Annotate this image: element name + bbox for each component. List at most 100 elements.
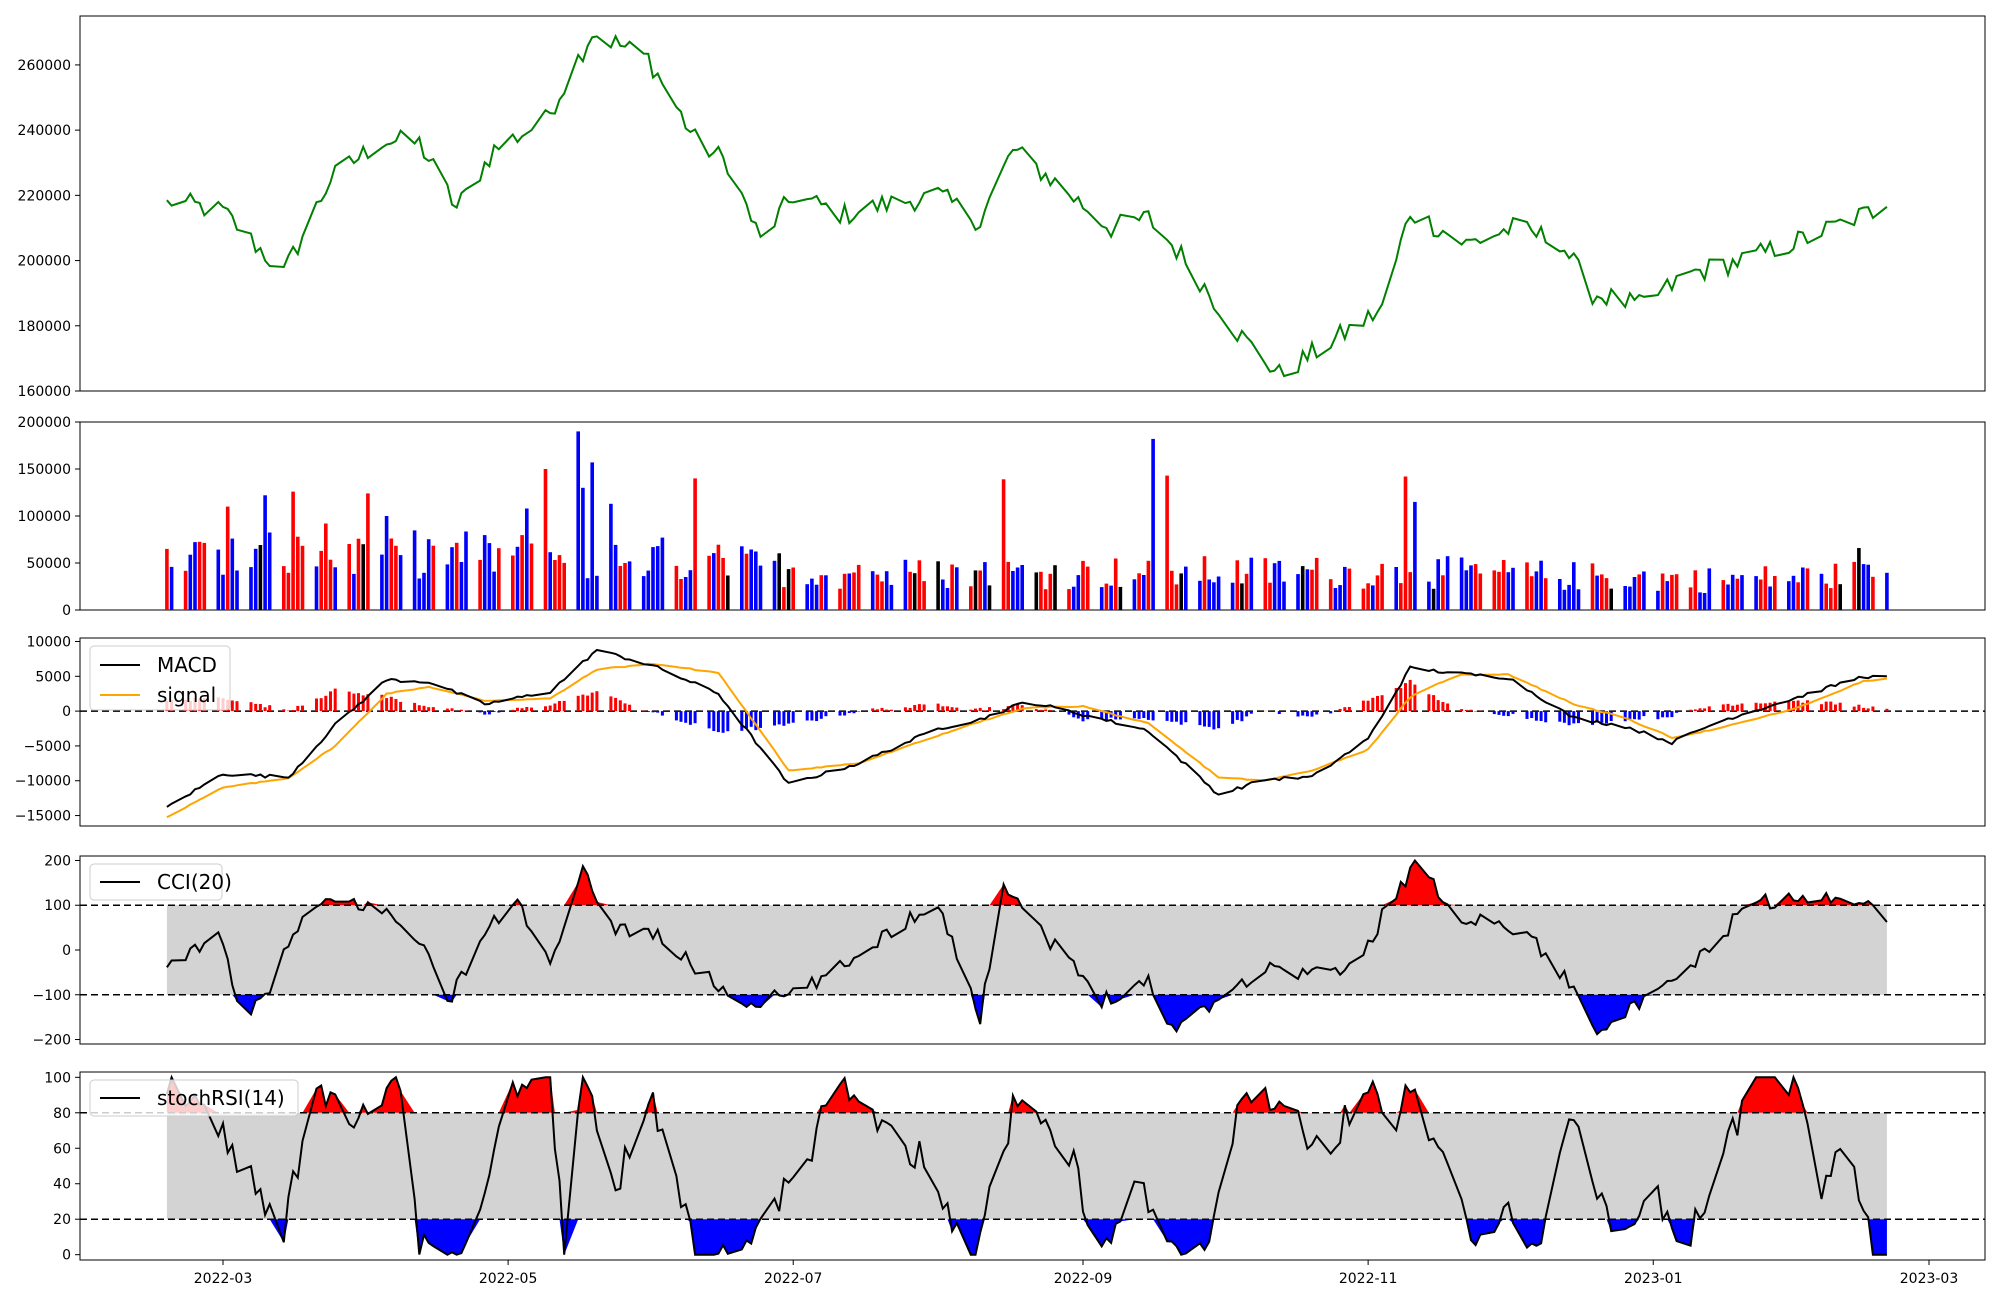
macd-histogram-bar	[1595, 711, 1599, 721]
volume-bar	[1656, 590, 1660, 610]
macd-histogram-bar	[941, 706, 945, 712]
volume-bar	[758, 565, 763, 610]
signal-legend-label: signal	[157, 683, 216, 707]
macd-histogram-bar	[688, 711, 692, 725]
volume-bar	[492, 571, 496, 610]
volume-bar	[814, 584, 819, 610]
volume-bar	[1726, 584, 1730, 610]
volume-bar	[1698, 592, 1702, 610]
macd-histogram-bar	[1460, 709, 1464, 712]
indicator-line	[166, 858, 1888, 1036]
volume-bar	[1137, 573, 1141, 610]
macd-histogram-bar	[417, 705, 421, 712]
volume-bar	[1866, 564, 1870, 610]
macd-histogram-bar	[1726, 703, 1730, 712]
macd-histogram-bar	[427, 707, 431, 712]
volume-bar	[693, 478, 697, 610]
cci-chart: −200 −100 0 100 200	[33, 853, 1985, 1049]
macd-histogram-bar	[1824, 701, 1828, 712]
volume-bar	[973, 570, 978, 610]
volume-bar	[1113, 558, 1118, 610]
volume-bar	[870, 571, 875, 610]
volume-bar	[641, 576, 646, 610]
macd-histogram-bar	[1315, 711, 1319, 715]
macd-histogram-bar	[544, 706, 547, 712]
volume-bar	[1796, 582, 1800, 610]
volume-bar	[193, 542, 197, 610]
macd-histogram-bar	[263, 707, 267, 712]
y-tick-label: 10000	[26, 634, 71, 650]
macd-histogram-bar	[684, 711, 688, 723]
volume-bar	[366, 493, 370, 610]
macd-histogram-bar	[1642, 711, 1646, 717]
volume-bar	[221, 574, 225, 610]
volume-bar	[912, 573, 917, 610]
macd-histogram-bar	[1731, 705, 1735, 712]
macd-histogram-bar	[431, 707, 435, 712]
volume-bar	[1268, 582, 1272, 610]
macd-histogram-bar	[1432, 695, 1436, 712]
macd-histogram-bar	[1885, 708, 1889, 712]
y-tick-label: 160000	[18, 384, 71, 400]
macd-histogram-bar	[1296, 711, 1300, 717]
volume-bar	[1707, 568, 1712, 610]
volume-bar	[1310, 569, 1314, 610]
macd-histogram-bar	[1773, 701, 1777, 712]
volume-bar	[1660, 573, 1665, 610]
volume-bar	[590, 462, 594, 610]
y-tick-label: 100000	[18, 509, 71, 525]
macd-histogram-bar	[1212, 711, 1216, 730]
volume-bar	[1562, 589, 1567, 610]
macd-histogram-bar	[1628, 711, 1632, 720]
macd-histogram-bar	[1506, 711, 1510, 717]
price-panel-frame	[79, 15, 1986, 392]
macd-histogram-bar	[1310, 711, 1314, 717]
volume-bar	[969, 586, 973, 610]
volume-bar	[576, 431, 580, 610]
macd-histogram-bar	[1404, 683, 1407, 712]
volume-bar	[188, 554, 193, 610]
macd-histogram-bar	[712, 711, 716, 731]
volume-bar	[1371, 585, 1375, 610]
macd-histogram-bar	[1371, 697, 1375, 712]
macd-histogram-bar	[1282, 711, 1286, 712]
macd-histogram-bar	[978, 707, 982, 712]
volume-bar	[1375, 575, 1380, 610]
macd-histogram-bar	[903, 707, 907, 712]
volume-bar	[721, 558, 725, 610]
volume-bar	[880, 581, 884, 610]
macd-histogram-bar	[1376, 696, 1379, 712]
volume-bar	[1665, 581, 1670, 610]
price-chart: 160000 180000 200000 220000 240000 260000	[18, 33, 1888, 400]
macd-histogram-bar	[847, 711, 851, 713]
volume-bar	[1085, 566, 1090, 610]
y-tick-label: 40	[53, 1177, 71, 1193]
volume-bar	[1572, 562, 1576, 610]
macd-histogram-bar	[450, 708, 454, 712]
macd-histogram-bar	[1343, 707, 1347, 712]
macd-histogram-bar	[385, 698, 389, 712]
volume-bar	[950, 564, 954, 610]
macd-histogram-bar	[445, 708, 449, 712]
volume-bar	[562, 562, 566, 610]
volume-bar	[389, 538, 394, 610]
macd-histogram-bar	[1151, 711, 1155, 721]
volume-bar	[1272, 563, 1277, 610]
macd-histogram-bar	[1502, 711, 1506, 716]
macd-histogram-bar	[1600, 711, 1604, 723]
volume-bar	[225, 506, 230, 610]
macd-histogram-bar	[586, 695, 590, 712]
macd-histogram-bar	[1562, 711, 1566, 723]
y-tick-label: 0	[62, 1248, 71, 1264]
volume-bar	[482, 535, 487, 610]
macd-histogram-bar	[1623, 711, 1627, 722]
volume-bar	[525, 508, 529, 610]
macd-histogram-bar	[1413, 684, 1417, 712]
volume-bar	[1300, 566, 1305, 610]
macd-histogram-bar	[361, 695, 365, 712]
macd-legend: MACD signal	[89, 645, 231, 711]
macd-histogram-bar	[1104, 711, 1108, 720]
x-tick-label: 2022-03	[194, 1271, 253, 1287]
macd-histogram-bar	[1801, 702, 1805, 712]
